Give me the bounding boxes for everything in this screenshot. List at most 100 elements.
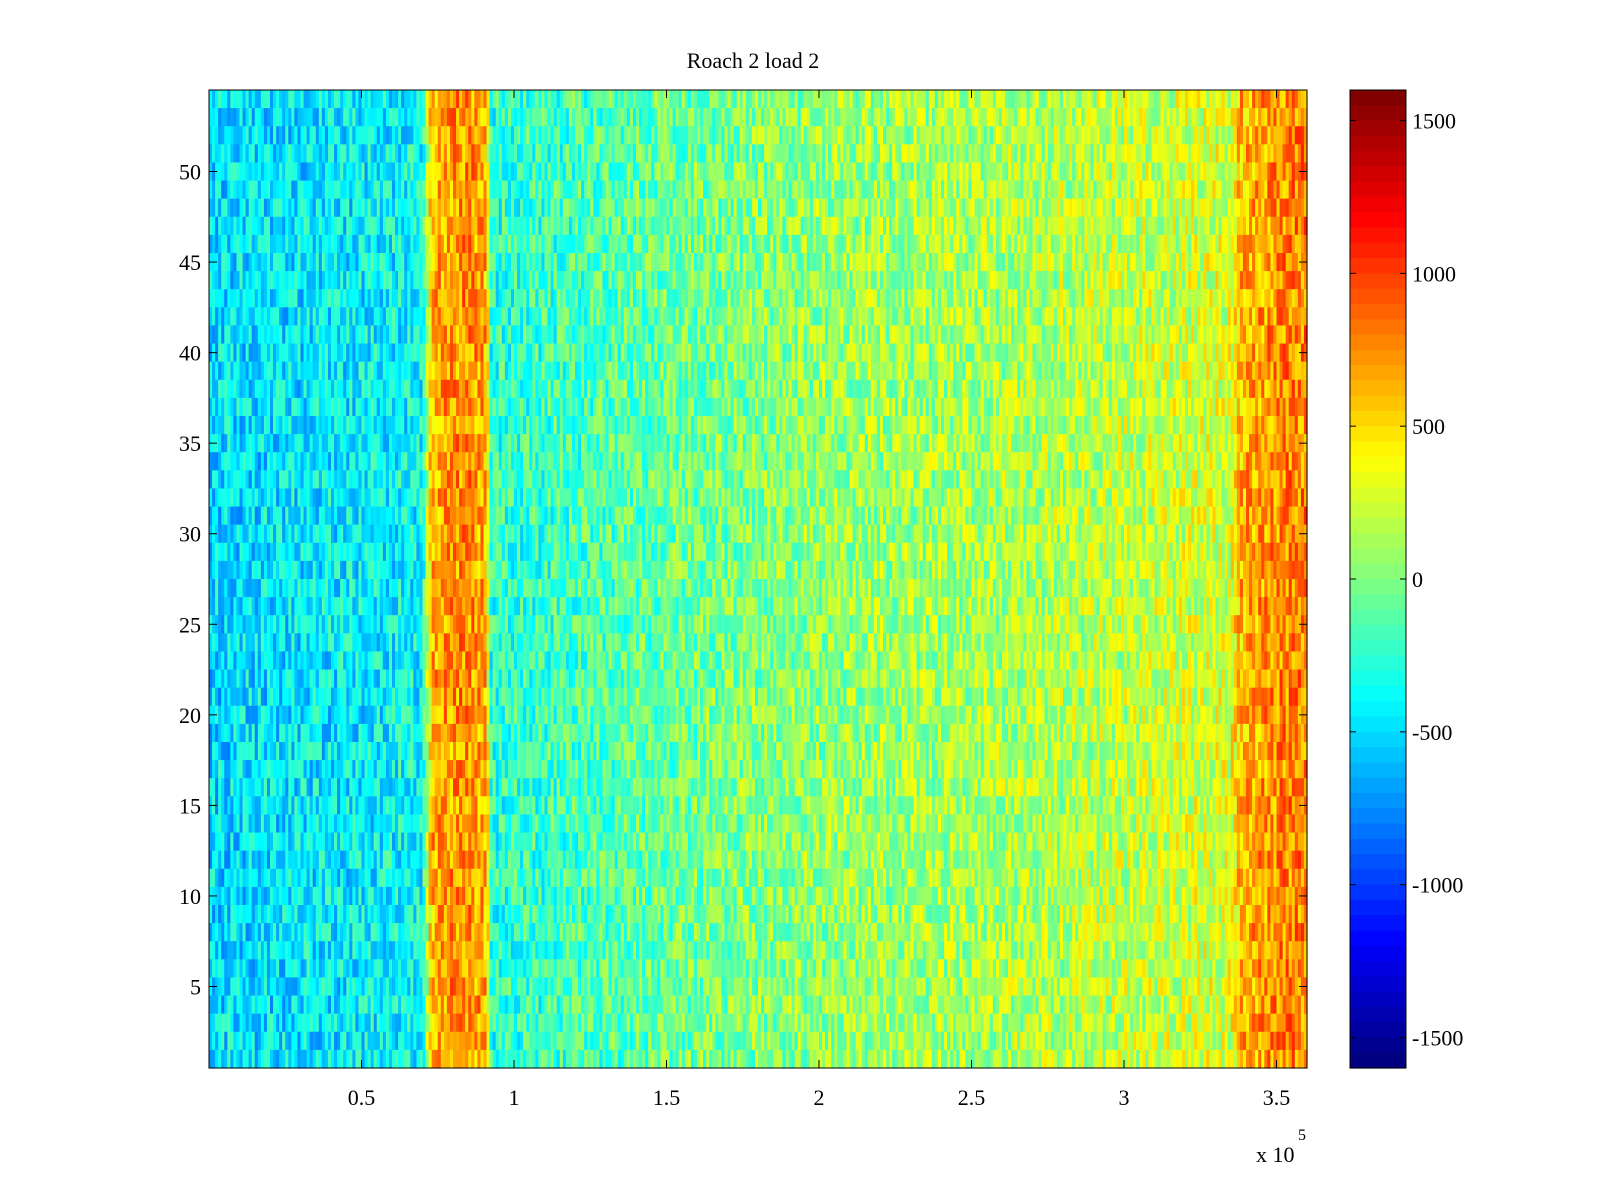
heatmap-cell bbox=[593, 271, 597, 290]
heatmap-cell bbox=[742, 126, 747, 145]
heatmap-cell bbox=[819, 198, 823, 218]
heatmap-cell bbox=[245, 162, 250, 182]
heatmap-cell bbox=[919, 162, 924, 182]
heatmap-cell bbox=[1026, 289, 1031, 308]
heatmap-cell bbox=[483, 289, 488, 308]
heatmap-cell bbox=[315, 216, 320, 236]
heatmap-cell bbox=[721, 180, 726, 200]
heatmap-cell bbox=[1230, 253, 1235, 272]
heatmap-cell bbox=[913, 180, 918, 200]
heatmap-cell bbox=[1285, 198, 1290, 218]
heatmap-cell bbox=[297, 216, 302, 236]
heatmap-cell bbox=[547, 253, 552, 272]
heatmap-cell bbox=[385, 234, 390, 254]
heatmap-cell bbox=[642, 253, 646, 272]
heatmap-cell bbox=[849, 108, 854, 127]
heatmap-cell bbox=[1303, 216, 1308, 236]
heatmap-cell bbox=[846, 198, 851, 218]
heatmap-cell bbox=[922, 180, 927, 200]
heatmap-cell bbox=[340, 198, 344, 218]
heatmap-cell bbox=[855, 289, 860, 308]
heatmap-cell bbox=[956, 307, 960, 327]
heatmap-cell bbox=[465, 108, 469, 127]
heatmap-cell bbox=[697, 162, 701, 182]
heatmap-cell bbox=[1303, 126, 1308, 145]
heatmap-cell bbox=[578, 234, 582, 254]
heatmap-cell bbox=[477, 198, 482, 218]
heatmap-cell bbox=[1209, 289, 1214, 308]
heatmap-cell bbox=[260, 180, 265, 200]
heatmap-cell bbox=[321, 126, 326, 145]
heatmap-cell bbox=[1117, 180, 1122, 200]
heatmap-cell bbox=[693, 162, 698, 182]
heatmap-cell bbox=[660, 126, 665, 145]
heatmap-cell bbox=[297, 234, 302, 254]
heatmap-cell bbox=[1017, 271, 1021, 290]
heatmap-cell bbox=[379, 126, 384, 145]
heatmap-cell bbox=[809, 307, 814, 327]
heatmap-cell bbox=[221, 289, 225, 308]
heatmap-cell bbox=[980, 162, 985, 182]
heatmap-cell bbox=[706, 289, 710, 308]
heatmap-cell bbox=[282, 180, 286, 200]
heatmap-cell bbox=[1108, 198, 1113, 218]
heatmap-cell bbox=[611, 198, 616, 218]
heatmap-cell bbox=[1035, 216, 1040, 236]
heatmap-cell bbox=[437, 108, 442, 127]
heatmap-cell bbox=[303, 108, 308, 127]
heatmap-cell bbox=[706, 234, 710, 254]
heatmap-cell bbox=[428, 108, 433, 127]
heatmap-cell bbox=[977, 307, 982, 327]
heatmap-cell bbox=[690, 271, 695, 290]
heatmap-cell bbox=[754, 271, 759, 290]
heatmap-cell bbox=[544, 144, 549, 164]
heatmap-cell bbox=[480, 162, 485, 182]
heatmap-cell bbox=[565, 90, 570, 109]
heatmap-cell bbox=[346, 234, 350, 254]
heatmap-cell bbox=[1044, 289, 1049, 308]
heatmap-cell bbox=[404, 234, 408, 254]
heatmap-cell bbox=[861, 216, 866, 236]
heatmap-cell bbox=[654, 198, 658, 218]
heatmap-cell bbox=[535, 180, 539, 200]
heatmap-cell bbox=[1139, 126, 1143, 145]
heatmap-cell bbox=[385, 253, 390, 272]
heatmap-cell bbox=[687, 216, 692, 236]
heatmap-cell bbox=[294, 108, 299, 127]
heatmap-cell bbox=[285, 325, 289, 345]
heatmap-cell bbox=[273, 198, 277, 218]
heatmap-cell bbox=[1038, 289, 1043, 308]
heatmap-cell bbox=[468, 216, 472, 236]
heatmap-cell bbox=[620, 234, 625, 254]
heatmap-cell bbox=[358, 144, 363, 164]
heatmap-cell bbox=[1288, 234, 1293, 254]
heatmap-cell bbox=[263, 108, 268, 127]
heatmap-cell bbox=[337, 90, 341, 109]
heatmap-cell bbox=[697, 253, 701, 272]
heatmap-cell bbox=[260, 307, 265, 327]
heatmap-cell bbox=[956, 234, 960, 254]
heatmap-cell bbox=[819, 162, 823, 182]
heatmap-cell bbox=[1111, 126, 1116, 145]
heatmap-cell bbox=[1102, 271, 1107, 290]
heatmap-cell bbox=[632, 307, 637, 327]
heatmap-cell bbox=[629, 253, 634, 272]
heatmap-cell bbox=[294, 126, 299, 145]
heatmap-cell bbox=[611, 180, 616, 200]
heatmap-cell bbox=[398, 253, 402, 272]
heatmap-cell bbox=[318, 253, 323, 272]
heatmap-cell bbox=[950, 180, 954, 200]
heatmap-cell bbox=[1078, 162, 1082, 182]
heatmap-cell bbox=[919, 307, 924, 327]
heatmap-cell bbox=[212, 325, 216, 345]
heatmap-cell bbox=[300, 271, 305, 290]
heatmap-cell bbox=[925, 307, 930, 327]
heatmap-cell bbox=[880, 144, 884, 164]
heatmap-cell bbox=[895, 253, 899, 272]
heatmap-cell bbox=[1063, 126, 1067, 145]
heatmap-cell bbox=[337, 180, 341, 200]
heatmap-cell bbox=[257, 198, 262, 218]
heatmap-cell bbox=[440, 144, 445, 164]
heatmap-cell bbox=[1230, 271, 1235, 290]
heatmap-cell bbox=[1044, 126, 1049, 145]
